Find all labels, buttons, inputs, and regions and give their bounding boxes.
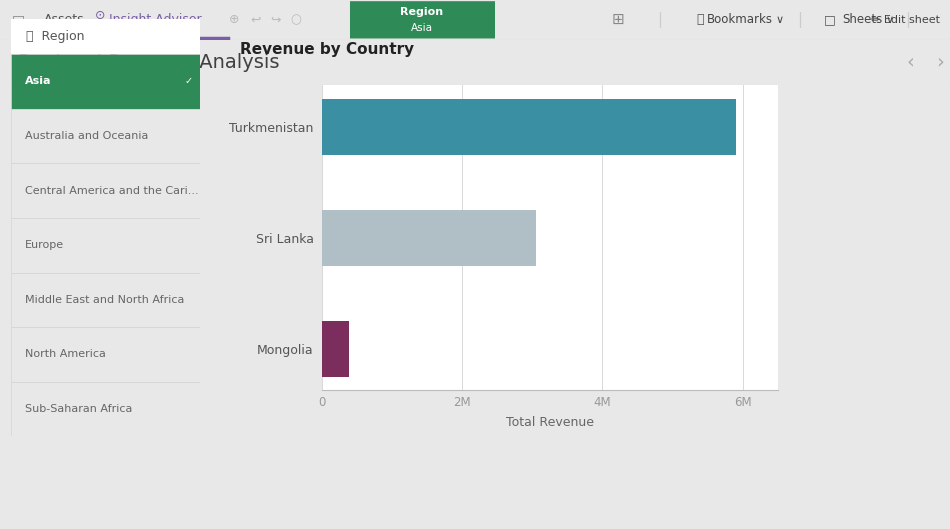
Text: Insight Advisor: Insight Advisor [108, 13, 201, 26]
Text: Assets: Assets [44, 13, 85, 26]
Text: ↪: ↪ [271, 13, 281, 26]
Bar [11, 382, 200, 436]
Text: |: | [797, 12, 803, 28]
Bar [322, 321, 349, 377]
Bar [11, 54, 200, 108]
Text: Middle East and North Africa: Middle East and North Africa [25, 295, 184, 305]
Text: □: □ [12, 13, 25, 27]
Text: Asia: Asia [411, 23, 433, 33]
X-axis label: Total Revenue: Total Revenue [505, 416, 594, 429]
Text: ‹: ‹ [906, 53, 914, 71]
Bar [11, 19, 200, 54]
Text: Bookmarks: Bookmarks [707, 13, 773, 26]
Text: ⊞: ⊞ [612, 12, 624, 28]
Bar [322, 210, 536, 266]
Text: ∨: ∨ [886, 15, 894, 25]
Text: |: | [657, 12, 662, 28]
FancyBboxPatch shape [350, 1, 495, 39]
Text: ○: ○ [291, 13, 301, 26]
Text: ›: › [936, 53, 944, 71]
Text: ∨: ∨ [776, 15, 784, 25]
Bar [11, 163, 200, 218]
Text: ✏ Edit sheet: ✏ Edit sheet [871, 15, 940, 25]
Text: 🔖: 🔖 [696, 13, 704, 26]
Text: Regional Revenue Analysis: Regional Revenue Analysis [18, 53, 279, 71]
Text: Revenue by Country: Revenue by Country [240, 42, 414, 57]
Text: 🔍  Region: 🔍 Region [27, 30, 85, 43]
Text: |: | [905, 12, 910, 28]
Text: ⊙: ⊙ [95, 8, 105, 22]
Text: ⊕: ⊕ [229, 13, 239, 26]
Bar [11, 108, 200, 163]
Text: North America: North America [25, 350, 105, 360]
Text: ↩: ↩ [251, 13, 261, 26]
Bar [11, 272, 200, 327]
Text: Sub-Saharan Africa: Sub-Saharan Africa [25, 404, 132, 414]
Bar [11, 327, 200, 382]
Text: Sheets: Sheets [842, 13, 883, 26]
Text: ✓: ✓ [184, 76, 192, 86]
Text: Region: Region [401, 7, 444, 17]
Bar [322, 99, 735, 154]
Text: Europe: Europe [25, 240, 64, 250]
Text: Central America and the Cari...: Central America and the Cari... [25, 186, 199, 196]
Text: Australia and Oceania: Australia and Oceania [25, 131, 148, 141]
Bar [11, 218, 200, 272]
Text: Asia: Asia [25, 76, 51, 86]
Text: □: □ [824, 13, 836, 26]
